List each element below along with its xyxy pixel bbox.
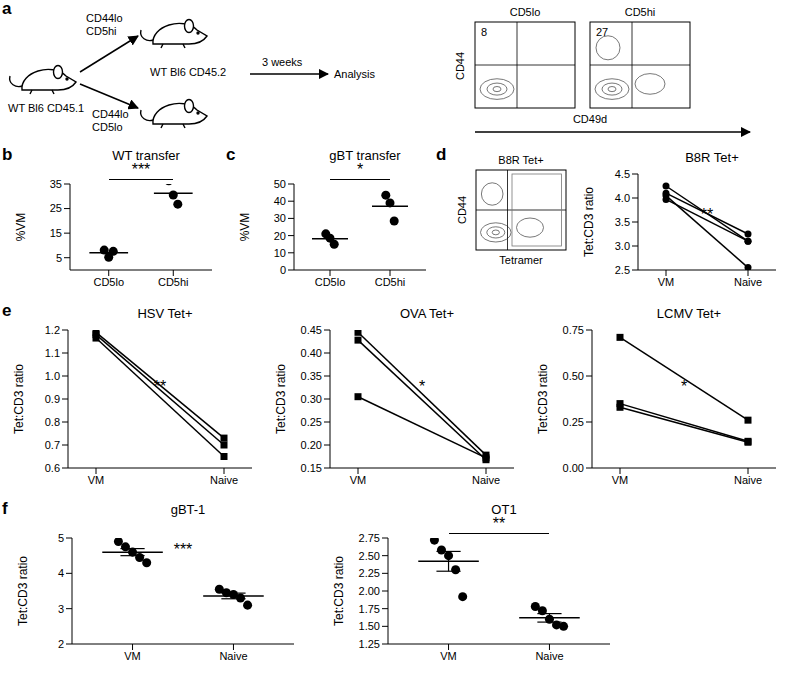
svg-text:3.0: 3.0 (615, 240, 630, 252)
svg-text:CD5hi: CD5hi (375, 276, 406, 288)
svg-text:40: 40 (274, 195, 286, 207)
svg-text:B8R Tet+: B8R Tet+ (498, 154, 543, 166)
svg-text:3: 3 (58, 603, 64, 615)
svg-text:Tet:CD3 ratio: Tet:CD3 ratio (12, 364, 26, 434)
svg-text:Tet:CD3 ratio: Tet:CD3 ratio (536, 364, 550, 434)
svg-text:Tetramer: Tetramer (499, 254, 543, 266)
svg-text:1.0: 1.0 (45, 370, 60, 382)
svg-text:2.50: 2.50 (359, 550, 380, 562)
svg-text:Naive: Naive (535, 650, 563, 662)
svg-text:30: 30 (274, 212, 286, 224)
svg-text:CD44lo: CD44lo (92, 108, 129, 120)
html-text:c: c (226, 145, 236, 164)
svg-text:0: 0 (280, 264, 286, 276)
svg-text:4.5: 4.5 (615, 168, 630, 180)
svg-text:CD49d: CD49d (573, 113, 607, 125)
svg-text:Naive: Naive (472, 474, 500, 486)
html-text:OVA Tet+: OVA Tet+ (400, 306, 454, 321)
svg-text:Analysis: Analysis (334, 68, 375, 80)
svg-text:CD5lo: CD5lo (315, 276, 346, 288)
svg-text:5: 5 (58, 532, 64, 544)
svg-text:CD5lo: CD5lo (92, 121, 123, 133)
svg-text:VM: VM (350, 474, 367, 486)
svg-text:VM: VM (88, 474, 105, 486)
svg-text:5: 5 (56, 252, 62, 264)
html-text:f: f (2, 499, 8, 518)
svg-text:0.9: 0.9 (45, 393, 60, 405)
svg-text:0.75: 0.75 (563, 324, 584, 336)
svg-text:0.40: 0.40 (301, 347, 322, 359)
svg-text:1.1: 1.1 (45, 347, 60, 359)
svg-text:%VM: %VM (238, 213, 252, 242)
svg-text:VM: VM (440, 650, 457, 662)
svg-text:50: 50 (274, 178, 286, 190)
svg-text:VM: VM (612, 474, 629, 486)
svg-text:2.00: 2.00 (359, 585, 380, 597)
svg-text:3.5: 3.5 (615, 216, 630, 228)
svg-text:CD5lo: CD5lo (510, 6, 541, 18)
svg-text:0.00: 0.00 (563, 462, 584, 474)
html-text:HSV Tet+: HSV Tet+ (137, 306, 193, 321)
svg-text:Naive: Naive (734, 276, 762, 288)
svg-text:WT Bl6 CD45.1: WT Bl6 CD45.1 (8, 102, 84, 114)
svg-text:VM: VM (658, 276, 675, 288)
svg-text:2.5: 2.5 (615, 264, 630, 276)
svg-text:Tet:CD3 ratio: Tet:CD3 ratio (332, 556, 346, 626)
html-text:a: a (2, 0, 12, 18)
svg-text:Tet:CD3 ratio: Tet:CD3 ratio (582, 187, 596, 257)
svg-text:VM: VM (124, 650, 141, 662)
svg-text:1.75: 1.75 (359, 603, 380, 615)
svg-text:25: 25 (50, 202, 62, 214)
svg-text:1.2: 1.2 (45, 324, 60, 336)
html-text:LCMV Tet+: LCMV Tet+ (656, 306, 722, 321)
svg-text:0.25: 0.25 (563, 416, 584, 428)
svg-text:CD5hi: CD5hi (158, 276, 189, 288)
svg-text:CD44: CD44 (456, 196, 468, 224)
svg-text:8: 8 (481, 26, 487, 38)
svg-text:3 weeks: 3 weeks (262, 56, 303, 68)
svg-text:1.50: 1.50 (359, 620, 380, 632)
svg-text:10: 10 (274, 247, 286, 259)
svg-text:15: 15 (50, 227, 62, 239)
svg-text:4: 4 (58, 567, 64, 579)
svg-text:Tet:CD3 ratio: Tet:CD3 ratio (16, 556, 30, 626)
svg-text:%VM: %VM (14, 213, 28, 242)
svg-text:1.25: 1.25 (359, 638, 380, 650)
svg-text:2.75: 2.75 (359, 532, 380, 544)
svg-text:20: 20 (274, 230, 286, 242)
svg-text:CD44: CD44 (454, 52, 466, 80)
svg-text:2: 2 (58, 638, 64, 650)
html-text:OT1: OT1 (491, 502, 517, 517)
svg-text:Tet:CD3 ratio: Tet:CD3 ratio (274, 364, 288, 434)
svg-text:0.25: 0.25 (301, 416, 322, 428)
svg-text:4.0: 4.0 (615, 192, 630, 204)
svg-text:CD5hi: CD5hi (86, 25, 117, 37)
html-text:e: e (2, 301, 12, 320)
svg-text:0.6: 0.6 (45, 462, 60, 474)
svg-text:CD44lo: CD44lo (86, 12, 123, 24)
html-text:gBT-1: gBT-1 (170, 502, 206, 517)
svg-text:27: 27 (596, 26, 608, 38)
svg-text:0.35: 0.35 (301, 370, 322, 382)
svg-text:Naive: Naive (210, 474, 238, 486)
svg-text:0.8: 0.8 (45, 416, 60, 428)
svg-text:CD5lo: CD5lo (93, 276, 124, 288)
svg-text:CD5hi: CD5hi (625, 6, 656, 18)
svg-text:0.15: 0.15 (301, 462, 322, 474)
svg-text:0.30: 0.30 (301, 393, 322, 405)
svg-text:0.45: 0.45 (301, 324, 322, 336)
svg-text:0.20: 0.20 (301, 439, 322, 451)
svg-text:35: 35 (50, 178, 62, 190)
html-text:b: b (2, 145, 13, 164)
html-text:gBT transfer: gBT transfer (329, 148, 401, 163)
svg-text:Naive: Naive (219, 650, 247, 662)
svg-text:Naive: Naive (734, 474, 762, 486)
html-text:WT transfer: WT transfer (112, 148, 180, 163)
svg-text:0.50: 0.50 (563, 370, 584, 382)
html-text:B8R Tet+: B8R Tet+ (685, 150, 739, 165)
svg-text:2.25: 2.25 (359, 567, 380, 579)
svg-text:WT Bl6 CD45.2: WT Bl6 CD45.2 (150, 66, 226, 78)
svg-text:0.7: 0.7 (45, 439, 60, 451)
html-text:d: d (436, 145, 447, 164)
